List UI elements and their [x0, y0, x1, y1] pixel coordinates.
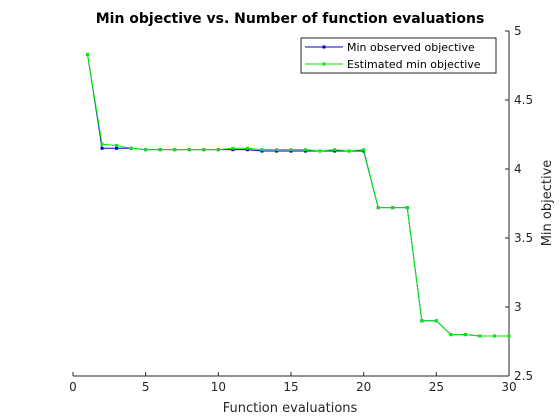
x-tick-label: 15 — [283, 380, 298, 394]
series-1-point — [274, 148, 278, 152]
y-tick-label: 5 — [514, 24, 522, 38]
series-1-point — [173, 148, 177, 152]
series-1-point — [420, 319, 424, 323]
series-1-point — [187, 148, 191, 152]
series-1-point — [434, 319, 438, 323]
series-1-point — [231, 146, 235, 150]
series-1-point — [115, 144, 119, 148]
series-1-point — [304, 148, 308, 152]
legend-marker-estimated — [322, 62, 326, 66]
series-1-point — [318, 149, 322, 153]
x-tick-label: 10 — [211, 380, 226, 394]
series-1-point — [260, 148, 264, 152]
legend-label-estimated: Estimated min objective — [347, 58, 481, 71]
series-1-point — [333, 148, 337, 152]
x-tick-label: 30 — [501, 380, 516, 394]
series-line-1 — [87, 54, 509, 337]
series-1-point — [144, 148, 148, 152]
series-1-point — [216, 148, 220, 152]
x-tick-label: 20 — [356, 380, 371, 394]
series-1-point — [202, 148, 206, 152]
y-axis-label: Min objective — [540, 160, 555, 247]
plot-area — [73, 31, 509, 376]
series-1-point — [391, 206, 395, 210]
y-tick-label: 4.5 — [514, 93, 533, 107]
x-tick-label: 0 — [69, 380, 77, 394]
y-tick-label: 3.5 — [514, 231, 533, 245]
series-0-point — [115, 146, 119, 150]
y-tick-label: 4 — [514, 162, 522, 176]
x-axis-label: Function evaluations — [223, 401, 358, 416]
legend: Min observed objective Estimated min obj… — [300, 37, 497, 74]
series-1-point — [492, 334, 496, 338]
legend-marker-observed — [322, 45, 326, 49]
series-layer — [86, 52, 511, 338]
series-1-point — [463, 333, 467, 337]
series-1-point — [449, 333, 453, 337]
series-1-point — [100, 142, 104, 146]
series-1-point — [289, 148, 293, 152]
legend-box — [300, 37, 497, 74]
series-1-point — [362, 148, 366, 152]
series-1-point — [158, 148, 162, 152]
x-tick-label: 5 — [142, 380, 150, 394]
series-1-point — [376, 206, 380, 210]
axes: 0 5 10 15 20 25 302.5 3 3.5 4 4.5 5 — [69, 24, 533, 394]
series-1-point — [86, 52, 90, 56]
series-1-point — [245, 146, 249, 150]
series-1-point — [478, 334, 482, 338]
y-tick-label: 2.5 — [514, 369, 533, 383]
series-1-point — [347, 149, 351, 153]
series-1-point — [507, 334, 511, 338]
series-0-point — [100, 146, 104, 150]
series-1-point — [405, 206, 409, 210]
x-tick-label: 25 — [429, 380, 444, 394]
chart-title: Min objective vs. Number of function eva… — [96, 11, 485, 27]
series-1-point — [129, 146, 133, 150]
y-tick-label: 3 — [514, 300, 522, 314]
legend-label-observed: Min observed objective — [347, 41, 475, 54]
